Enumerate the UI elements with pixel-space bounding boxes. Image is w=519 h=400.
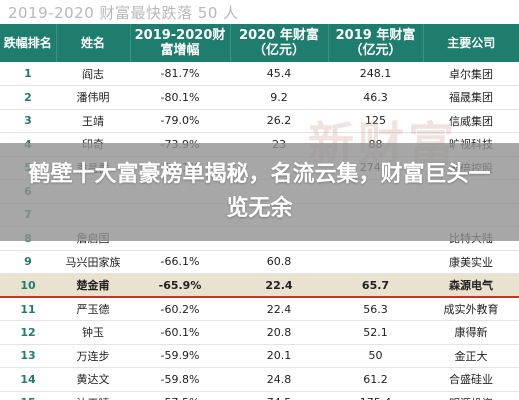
table-row: 9 马兴田家族 -66.1% 60.8 康美实业 <box>0 250 519 274</box>
header-wealth-2020: 2020 年财富（亿元） <box>230 24 329 62</box>
headline-text: 鹤壁十大富豪榜单揭秘，名流云集，财富巨头一览无余 <box>28 162 491 221</box>
wealth-2020-cell: 22.4 <box>230 273 328 298</box>
rank-cell: 9 <box>0 250 56 274</box>
name-cell: 黄达文 <box>56 367 130 392</box>
change-cell: -80.1% <box>130 85 230 110</box>
company-cell: 康得新 <box>423 320 519 345</box>
table-row: 15沈天晴-57.5%74.5175.4明源投资 <box>0 391 519 400</box>
wealth-2020-cell: 9.2 <box>230 85 328 110</box>
name-cell: 钟玉 <box>56 320 130 345</box>
wealth-2019-cell: 52.1 <box>328 320 423 345</box>
table-header-row: 跌幅排名 姓名 2019-2020财富增幅 2020 年财富（亿元） 2019 … <box>0 24 519 62</box>
rank-cell: 13 <box>0 344 56 368</box>
change-cell: -60.2% <box>130 297 230 321</box>
table-row: 1 阎志 -81.7% 45.4 248.1 卓尔集团 <box>0 62 519 86</box>
wealth-2020-cell: 74.5 <box>230 391 328 400</box>
company-cell: 信威集团 <box>423 109 519 133</box>
wealth-2020-cell: 26.2 <box>230 109 328 133</box>
wealth-2019-cell: 65.7 <box>328 273 423 298</box>
name-cell: 马兴田家族 <box>56 250 130 274</box>
name-cell: 沈天晴 <box>56 391 130 400</box>
table-row: 3 王靖 -79.0% 26.2 125 信威集团 <box>0 109 519 133</box>
company-cell: 明源投资 <box>423 391 519 400</box>
change-cell: -59.8% <box>130 367 230 392</box>
change-cell: -59.9% <box>130 344 230 368</box>
header-company: 主要公司 <box>423 24 519 62</box>
name-cell: 王靖 <box>56 109 130 133</box>
company-cell: 福晟集团 <box>423 85 519 110</box>
header-wealth-2019: 2019 年财富（亿元） <box>328 24 424 62</box>
rank-cell: 12 <box>0 320 56 345</box>
wealth-2020-cell: 22.4 <box>230 297 328 321</box>
wealth-2019-cell: 46.3 <box>328 85 423 110</box>
wealth-2020-cell: 24.8 <box>230 367 328 392</box>
wealth-2020-cell: 45.4 <box>230 62 328 86</box>
wealth-2019-cell: 175.4 <box>328 391 423 400</box>
headline-banner: 鹤壁十大富豪榜单揭秘，名流云集，财富巨头一览无余 <box>0 143 519 241</box>
table-row: 2 潘伟明 -80.1% 9.2 46.3 福晟集团 <box>0 85 519 110</box>
header-name: 姓名 <box>56 24 131 62</box>
wealth-2019-cell: 125 <box>328 109 423 133</box>
wealth-2019-cell: 248.1 <box>328 62 423 86</box>
wealth-2019-cell: 50 <box>328 344 423 368</box>
company-cell: 合盛硅业 <box>423 367 519 392</box>
header-change: 2019-2020财富增幅 <box>130 24 231 62</box>
table-row: 12 钟玉 -60.1% 20.8 52.1 康得新 <box>0 320 519 345</box>
table-row: 13 万连步 -59.9% 20.1 50 金正大 <box>0 344 519 368</box>
company-cell: 康美实业 <box>423 250 519 274</box>
change-cell: -79.0% <box>130 109 230 133</box>
change-cell: -66.1% <box>130 250 230 274</box>
wealth-2020-cell: 20.1 <box>230 344 328 368</box>
change-cell: -65.9% <box>130 273 230 298</box>
rank-cell: 15 <box>0 391 56 400</box>
wealth-2020-cell: 20.8 <box>230 320 328 345</box>
wealth-2020-cell: 60.8 <box>230 250 328 274</box>
name-cell: 万连步 <box>56 344 130 368</box>
table-row: 14 黄达文 -59.8% 24.8 61.2 合盛硅业 <box>0 367 519 392</box>
rank-cell: 1 <box>0 62 56 86</box>
table-row: 11 严玉德 -60.2% 22.4 56.3 成实外教育 <box>0 297 519 321</box>
wealth-2019-cell: 61.2 <box>328 367 423 392</box>
page-title: 2019-2020 财富最快跌落 50 人 <box>8 4 239 22</box>
rank-cell: 2 <box>0 85 56 110</box>
rank-cell: 3 <box>0 109 56 133</box>
company-cell: 森源电气 <box>423 273 519 298</box>
name-cell: 潘伟明 <box>56 85 130 110</box>
header-rank: 跌幅排名 <box>0 24 57 62</box>
rank-cell: 14 <box>0 367 56 392</box>
change-cell: -60.1% <box>130 320 230 345</box>
company-cell: 金正大 <box>423 344 519 368</box>
name-cell: 严玉德 <box>56 297 130 321</box>
table-row: 10 楚金甫 -65.9% 22.4 65.7 森源电气 <box>0 273 519 298</box>
rank-cell: 10 <box>0 273 56 298</box>
wealth-2019-cell <box>328 250 423 274</box>
wealth-2019-cell: 56.3 <box>328 297 423 321</box>
company-cell: 成实外教育 <box>423 297 519 321</box>
change-cell: -57.5% <box>130 391 230 400</box>
name-cell: 楚金甫 <box>56 273 130 298</box>
company-cell: 卓尔集团 <box>423 62 519 86</box>
change-cell: -81.7% <box>130 62 230 86</box>
name-cell: 阎志 <box>56 62 130 86</box>
rank-cell: 11 <box>0 297 56 321</box>
